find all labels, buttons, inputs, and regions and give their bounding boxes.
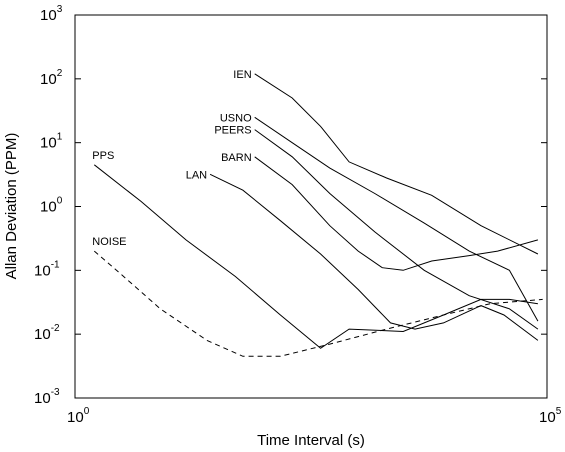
y-tick-label-0: 10-3 (34, 387, 60, 407)
series-label-noise: NOISE (92, 236, 126, 248)
series-line-ien (254, 73, 539, 255)
x-tick-label-0: 100 (67, 406, 90, 426)
series-label-barn: BARN (221, 152, 252, 164)
series-label-usno: USNO (220, 112, 252, 124)
y-tick-label-3: 100 (40, 196, 63, 216)
series-label-ien: IEN (233, 69, 251, 81)
series-line-noise (93, 250, 543, 357)
series-lines (93, 73, 543, 357)
y-tick-label-1: 10-2 (34, 323, 60, 343)
y-axis-title: Allan Deviation (PPM) (3, 133, 20, 280)
series-line-peers (254, 129, 539, 330)
y-tick-label-6: 103 (40, 4, 63, 24)
series-line-lan (209, 173, 539, 341)
series-label-peers: PEERS (214, 125, 251, 137)
series-line-pps (93, 164, 538, 349)
x-tick-label-1: 105 (539, 406, 562, 426)
y-tick-label-5: 102 (40, 68, 63, 88)
y-tick-label-4: 101 (40, 132, 63, 152)
series-label-lan: LAN (186, 169, 207, 181)
axis-ticks (74, 14, 548, 399)
series-label-pps: PPS (92, 150, 114, 162)
series-line-barn (254, 156, 539, 271)
x-axis-title: Time Interval (s) (257, 432, 365, 449)
tick-labels: 10-3 10-2 10-1 100 101 102 103 100 105 (34, 4, 562, 426)
series-line-usno (254, 116, 539, 322)
y-tick-label-2: 10-1 (34, 259, 60, 279)
